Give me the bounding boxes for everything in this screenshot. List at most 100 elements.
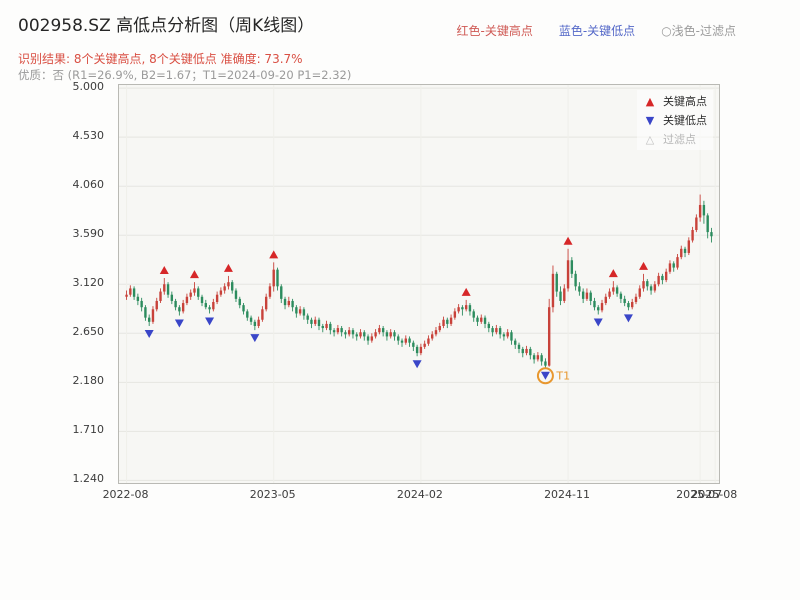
candle-body — [314, 319, 317, 324]
triangle-down-icon: ▼ — [645, 113, 655, 127]
key-low-marker — [144, 329, 154, 338]
candle-body — [453, 311, 457, 318]
plot-legend-label: 过滤点 — [663, 133, 696, 146]
candle-body — [615, 287, 619, 294]
y-axis-tick-label: 4.530 — [72, 129, 105, 143]
key-low-marker — [540, 371, 550, 380]
candle-body — [495, 328, 498, 333]
key-high-marker — [563, 236, 573, 245]
candle-body — [491, 328, 494, 333]
candle-body — [551, 273, 555, 308]
header-legend-item: 蓝色-关键低点 — [558, 24, 636, 38]
candle-body — [680, 248, 683, 258]
candle-body — [257, 319, 260, 326]
candle-body — [547, 307, 551, 366]
candle-body — [208, 307, 211, 310]
candle-body — [544, 361, 547, 366]
candle-body — [385, 332, 389, 337]
candle-body — [249, 317, 253, 322]
header-legend-item: 红色-关键高点 — [456, 24, 533, 38]
candle-body — [370, 336, 374, 341]
x-axis-tick-label: 2022-08 — [102, 488, 149, 501]
candle-body — [204, 303, 207, 308]
y-axis-tick-label: 2.650 — [72, 325, 105, 339]
candle-body — [178, 307, 181, 312]
key-high-marker — [189, 270, 199, 279]
candle-body — [170, 294, 174, 301]
candle-body — [321, 325, 324, 329]
candle-body — [227, 282, 230, 287]
x-axis-tick-label: 2024-02 — [396, 488, 443, 501]
key-high-marker — [461, 287, 471, 296]
candle-body — [574, 273, 577, 287]
candle-body — [483, 317, 487, 324]
candle-body — [174, 300, 177, 308]
candle-body — [419, 346, 423, 354]
t1-highlight-circle — [536, 367, 554, 385]
candle-body — [261, 309, 264, 320]
candle-body — [612, 287, 615, 292]
plot-legend-label: 关键低点 — [663, 114, 707, 127]
candle-body — [272, 269, 275, 287]
key-low-marker — [174, 319, 184, 328]
candle-body — [415, 346, 419, 354]
candle-body — [404, 338, 407, 343]
candle-body — [570, 260, 574, 274]
candle-body — [408, 338, 411, 343]
key-high-marker — [223, 263, 233, 272]
plot-legend-item: ▼ 关键低点 — [643, 112, 707, 128]
key-high-marker — [639, 261, 649, 270]
candle-body — [653, 284, 657, 291]
candle-body — [597, 307, 600, 311]
candle-body — [487, 323, 491, 329]
candle-body — [325, 323, 328, 329]
header-legend: 红色-关键高点 蓝色-关键低点 ○浅色-过滤点 — [457, 22, 737, 39]
y-axis-tick-label: 1.710 — [72, 423, 105, 437]
candle-body — [310, 319, 313, 324]
x-axis-tick-label: 2024-11 — [544, 488, 591, 501]
candle-body — [593, 300, 596, 308]
candle-body — [661, 275, 664, 281]
key-high-marker — [269, 250, 279, 259]
candle-body — [476, 317, 479, 322]
candlestick-chart: T1 — [119, 85, 719, 483]
key-low-marker — [412, 360, 422, 369]
candle-body — [181, 303, 185, 312]
candle-body — [238, 298, 241, 306]
candle-body — [306, 315, 309, 320]
y-axis-tick-label: 2.180 — [72, 374, 105, 388]
candle-body — [664, 271, 668, 281]
candle-body — [381, 328, 385, 333]
candle-body — [347, 330, 351, 335]
candle-body — [502, 334, 506, 337]
candle-body — [514, 340, 517, 345]
candle-body — [600, 303, 604, 311]
candle-body — [536, 355, 540, 360]
candle-body — [125, 294, 128, 297]
candle-body — [340, 328, 343, 333]
plot-legend: ▲ 关键高点 ▼ 关键低点 △ 过滤点 — [637, 90, 713, 150]
candle-body — [355, 334, 358, 337]
candle-body — [264, 296, 268, 310]
y-axis-tick-label: 3.120 — [72, 276, 105, 290]
kline-plot-area: T1 ▲ 关键高点 ▼ 关键低点 △ 过滤点 — [118, 84, 720, 484]
key-low-marker — [623, 314, 633, 323]
candle-body — [280, 286, 283, 299]
candle-body — [431, 334, 434, 339]
candle-body — [623, 298, 626, 304]
candle-body — [683, 248, 687, 253]
candle-body — [329, 323, 332, 331]
candle-body — [136, 296, 140, 301]
candle-body — [563, 288, 566, 301]
key-low-marker — [593, 318, 603, 327]
candle-body — [231, 282, 234, 291]
triangle-up-icon: ▲ — [645, 94, 655, 108]
candle-body — [389, 332, 392, 337]
candle-body — [555, 273, 558, 292]
header-legend-item: ○浅色-过滤点 — [661, 24, 736, 38]
candle-body — [619, 293, 623, 299]
candle-body — [578, 286, 581, 292]
y-axis-tick-label: 1.240 — [72, 472, 105, 486]
candle-body — [672, 263, 675, 268]
